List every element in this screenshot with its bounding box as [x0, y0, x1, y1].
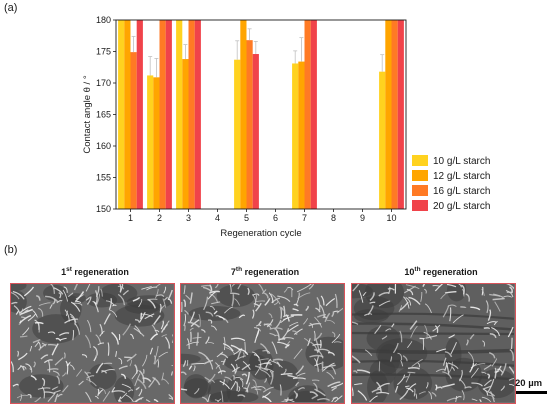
bar [182, 59, 189, 210]
panel-b-label: (b) [4, 244, 18, 256]
y-tick-label: 170 [96, 78, 111, 88]
bar [136, 20, 143, 209]
caption-suffix: regeneration [71, 267, 129, 277]
caption-suffix: regeneration [420, 267, 478, 277]
bar [194, 20, 201, 209]
bar [124, 20, 131, 209]
x-tick-label: 5 [244, 213, 249, 223]
panel-a-label: (a) [4, 2, 18, 14]
bar [310, 20, 317, 209]
sem-caption-1st: 1st regeneration [10, 266, 180, 277]
x-axis-title: Regeneration cycle [220, 228, 301, 239]
legend-swatch [412, 200, 428, 211]
bar [176, 20, 183, 209]
y-tick-label: 180 [96, 15, 111, 25]
sem-image-1st [10, 283, 175, 404]
caption-suffix: regeneration [242, 267, 300, 277]
legend-label: 10 g/L starch [433, 156, 490, 167]
scale-bar-label: 20 µm [515, 378, 543, 389]
sem-micrograph [181, 284, 343, 402]
bar [234, 59, 241, 209]
sem-image-10th [351, 283, 516, 404]
bar [385, 20, 392, 209]
y-tick-label: 155 [96, 173, 111, 183]
bar [188, 20, 195, 209]
sem-image-7th [180, 283, 345, 404]
sem-micrograph [11, 284, 173, 402]
y-tick-label: 150 [96, 204, 111, 214]
caption-sup: st [66, 266, 72, 273]
contact-angle-chart: 150 155 160 165 170 175 180 1 2 3 4 5 6 7 8 9 10 Regenera… [82, 15, 490, 239]
bar [130, 52, 137, 209]
y-tick-label: 165 [96, 110, 111, 120]
bar [304, 20, 311, 209]
legend-label: 16 g/L starch [433, 186, 490, 197]
x-tick-label: 8 [331, 213, 336, 223]
bar [391, 20, 398, 209]
caption-prefix: 1 [61, 267, 67, 277]
x-tick-label: 1 [128, 213, 133, 223]
legend-label: 20 g/L starch [433, 201, 490, 212]
bar [246, 40, 253, 209]
legend-swatch [412, 170, 428, 181]
bar [397, 20, 404, 209]
y-tick-label: 160 [96, 141, 111, 151]
bar [252, 54, 259, 209]
caption-prefix: 7 [230, 267, 236, 277]
x-tick-label: 2 [157, 213, 162, 223]
bar [159, 20, 166, 209]
x-tick-label: 3 [186, 213, 191, 223]
bar [292, 63, 299, 209]
scale-bar [516, 391, 547, 394]
legend-swatch [412, 155, 428, 166]
x-tick-label: 4 [215, 213, 220, 223]
caption-sup: th [235, 266, 243, 273]
sem-micrograph [352, 284, 514, 402]
caption-sup: th [414, 266, 421, 273]
bar [240, 20, 247, 209]
x-tick-label: 6 [273, 213, 278, 223]
y-tick-label: 175 [96, 47, 111, 57]
sem-caption-10th: 10th regeneration [356, 266, 526, 277]
x-tick-label: 10 [386, 213, 396, 223]
bar [147, 75, 154, 209]
bar [298, 61, 305, 209]
caption-prefix: 10 [404, 267, 415, 277]
x-tick-label: 9 [360, 213, 365, 223]
legend-swatch [412, 185, 428, 196]
legend-label: 12 g/L starch [433, 171, 490, 182]
x-tick-label: 7 [302, 213, 307, 223]
bar [165, 20, 172, 209]
sem-caption-7th: 7th regeneration [180, 266, 350, 277]
bar [379, 71, 386, 209]
bar [153, 77, 160, 209]
bar [118, 20, 125, 209]
y-axis-title: Contact angle θ / ° [82, 75, 93, 153]
